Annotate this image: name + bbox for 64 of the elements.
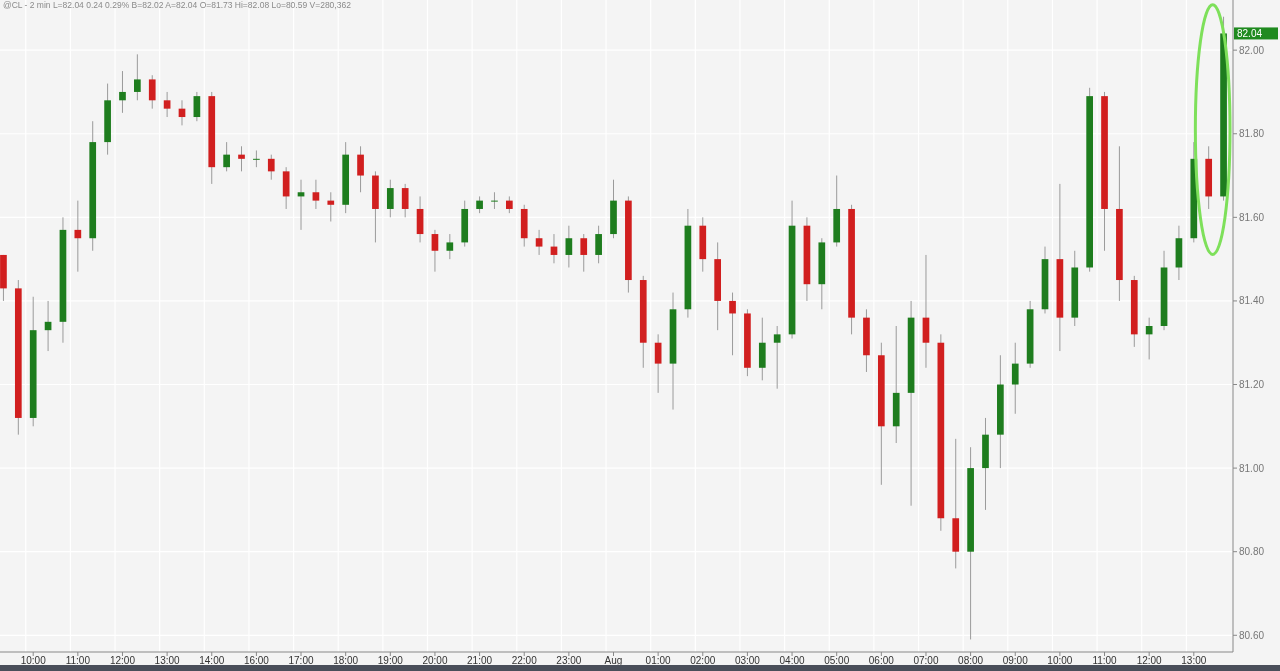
x-tick-label: 21:00 [467, 655, 493, 666]
candlestick [1011, 342, 1019, 415]
x-tick-label: 11:00 [65, 655, 91, 666]
x-tick-label: 01:00 [645, 655, 672, 666]
candlestick [134, 53, 141, 101]
y-tick-label: 81.80 [1239, 128, 1265, 140]
x-tick-label: 19:00 [377, 655, 404, 666]
candlestick [386, 179, 394, 218]
candlestick [431, 229, 439, 273]
candlestick [253, 149, 260, 168]
candlestick [729, 292, 736, 356]
x-tick-label: 07:00 [913, 655, 939, 666]
y-tick-label: 80.60 [1239, 629, 1265, 641]
candlestick [163, 91, 171, 118]
y-tick-label: 82.00 [1239, 44, 1265, 56]
y-tick-label: 81.00 [1239, 462, 1265, 474]
y-tick-label: 81.60 [1239, 211, 1265, 223]
x-tick-label: 04:00 [779, 655, 805, 666]
x-tick-label: 12:00 [109, 655, 136, 666]
candlestick [1145, 317, 1153, 360]
x-tick-label: 17:00 [288, 655, 314, 666]
text: 82.04 [1237, 27, 1263, 39]
x-tick-label: 13:00 [154, 655, 181, 666]
candlestick [580, 233, 588, 273]
x-tick-label: 12:00 [1136, 655, 1163, 666]
candlestick [327, 191, 335, 223]
candlestick [535, 229, 543, 256]
x-tick-label: Aug [604, 655, 623, 666]
x-tick-label: 16:00 [243, 655, 270, 666]
candlestick [312, 179, 320, 210]
candlestick [595, 225, 602, 264]
candlestick [223, 141, 230, 172]
candlestick [565, 225, 573, 268]
x-tick-label: 14:00 [199, 655, 225, 666]
x-tick-label: 11:00 [1092, 655, 1118, 666]
y-tick-label: 81.40 [1239, 295, 1265, 307]
x-tick-label: 23:00 [556, 655, 582, 666]
x-tick-label: 13:00 [1181, 655, 1207, 666]
candlestick [401, 183, 409, 218]
x-tick-label: 10:00 [20, 655, 47, 666]
candlestick [446, 233, 454, 260]
x-tick-label: 22:00 [511, 655, 538, 666]
x-tick-label: 10:00 [1047, 655, 1073, 666]
x-tick-label: 20:00 [422, 655, 448, 666]
candlestick [267, 154, 275, 181]
candlestick [357, 145, 364, 193]
annotation: @CL - 2 min L=82.04 0.24 0.29% B=82.02 A=82.04 O=81.73 Hi=82.08 Lo=80.59 V=280,362 [3, 0, 352, 10]
candlestick [238, 145, 245, 172]
x-tick-label: 06:00 [868, 655, 895, 666]
x-tick-label: 09:00 [1002, 655, 1029, 666]
candlestick [654, 333, 662, 394]
candlestick [119, 70, 126, 114]
candlestick [491, 191, 498, 210]
x-tick-label: 02:00 [690, 655, 716, 666]
x-tick-label: 08:00 [958, 655, 984, 666]
candlestick [148, 74, 156, 110]
candlestick [74, 200, 82, 273]
candlestick [773, 325, 781, 390]
candlestick [193, 91, 201, 122]
y-tick-label: 81.20 [1239, 379, 1265, 391]
y-tick-label: 80.80 [1239, 546, 1265, 558]
x-tick-label: 05:00 [824, 655, 850, 666]
x-tick-label: 18:00 [333, 655, 359, 666]
x-tick-label: 03:00 [734, 655, 761, 666]
